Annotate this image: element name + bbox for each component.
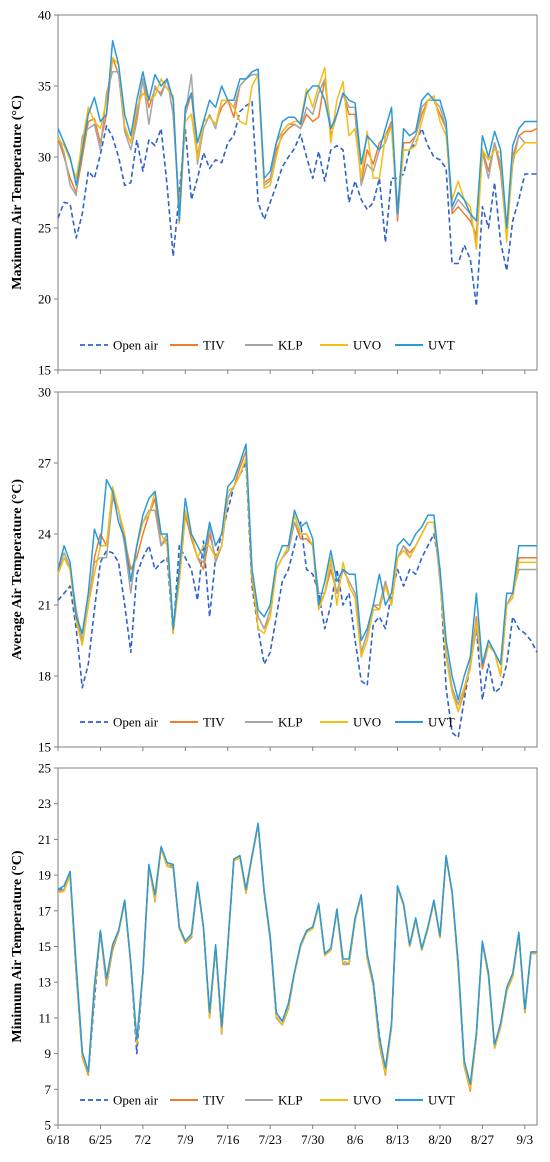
y-tick-label: 30 [38, 150, 51, 165]
y-tick-label: 19 [38, 868, 51, 883]
series-line-UVT [57, 39, 537, 229]
x-tick-label: 8/13 [386, 1132, 409, 1147]
series-line-open_air [57, 462, 538, 739]
x-tick-label: 6/25 [89, 1132, 112, 1147]
x-tick-label: 8/6 [347, 1132, 364, 1147]
chart-panel-2: 15 18 21 24 27 30 Average Air Temperature (°C)… [10, 385, 538, 755]
x-tick-label: 7/30 [301, 1132, 324, 1147]
series-line-KLP [57, 457, 537, 706]
y-tick-label: 35 [38, 79, 51, 94]
series-line-KLP [57, 71, 537, 243]
legend-label-KLP: KLP [278, 1093, 303, 1108]
x-tick-label: 8/27 [471, 1132, 495, 1147]
x-tick-label: 7/9 [177, 1132, 194, 1147]
legend-label-UVO: UVO [353, 715, 381, 730]
y-tick-label: 15 [38, 740, 51, 755]
y-tick-label: 21 [38, 598, 51, 613]
y-tick-label: 9 [45, 1046, 52, 1061]
legend-label-open_air: Open air [113, 338, 159, 353]
legend-label-TIV: TIV [203, 1093, 225, 1108]
y-axis-label: Minimum Air Temperature (°C) [10, 850, 25, 1042]
y-tick-label: 18 [38, 669, 51, 684]
y-axis-label: Maximum Air Temperature (°C) [10, 95, 25, 290]
legend-label-KLP: KLP [278, 715, 303, 730]
y-tick-label: 27 [38, 456, 52, 471]
y-tick-label: 21 [38, 832, 51, 847]
y-tick-label: 25 [38, 221, 51, 236]
y-tick-label: 5 [45, 1118, 52, 1133]
y-tick-label: 11 [38, 1010, 51, 1025]
chart-panel-1: 15 20 25 30 35 40 Maximum Air Temperature (°C)… [10, 8, 538, 378]
x-tick-label: 8/20 [428, 1132, 451, 1147]
y-tick-label: 25 [38, 761, 51, 776]
y-tick-label: 13 [38, 975, 51, 990]
legend-label-KLP: KLP [278, 338, 303, 353]
legend-label-open_air: Open air [113, 1093, 159, 1108]
y-tick-label: 15 [38, 939, 51, 954]
chart-panel-3: 5 7 9 11 13 15 17 19 21 23 25 Minimum Air Temperatu… [10, 761, 538, 1133]
x-tick-label: 9/3 [517, 1132, 534, 1147]
legend-label-UVO: UVO [353, 338, 381, 353]
legend-label-UVT: UVT [428, 338, 455, 353]
y-axis-label: Average Air Temperature (°C) [10, 479, 25, 660]
legend-label-TIV: TIV [203, 715, 225, 730]
x-tick-label: 7/2 [135, 1132, 152, 1147]
series-line-UVO [57, 56, 537, 251]
x-tick-label: 6/18 [46, 1132, 69, 1147]
plot-frame [57, 14, 538, 371]
legend-label-open_air: Open air [113, 715, 159, 730]
x-tick-label: 7/23 [259, 1132, 282, 1147]
series-line-open_air [57, 100, 537, 307]
y-tick-label: 7 [45, 1082, 52, 1097]
y-tick-label: 40 [38, 8, 51, 23]
legend-label-UVT: UVT [428, 1093, 455, 1108]
series-line-UVT [57, 822, 537, 1085]
y-tick-label: 17 [38, 903, 52, 918]
y-tick-label: 30 [38, 385, 51, 400]
y-tick-label: 15 [38, 363, 51, 378]
y-tick-label: 23 [38, 796, 51, 811]
legend-label-UVT: UVT [428, 715, 455, 730]
y-tick-label: 24 [38, 527, 52, 542]
legend-label-UVO: UVO [353, 1093, 381, 1108]
y-tick-label: 20 [38, 292, 51, 307]
x-tick-label: 7/16 [216, 1132, 240, 1147]
legend-label-TIV: TIV [203, 338, 225, 353]
series-line-UVT [57, 443, 537, 701]
